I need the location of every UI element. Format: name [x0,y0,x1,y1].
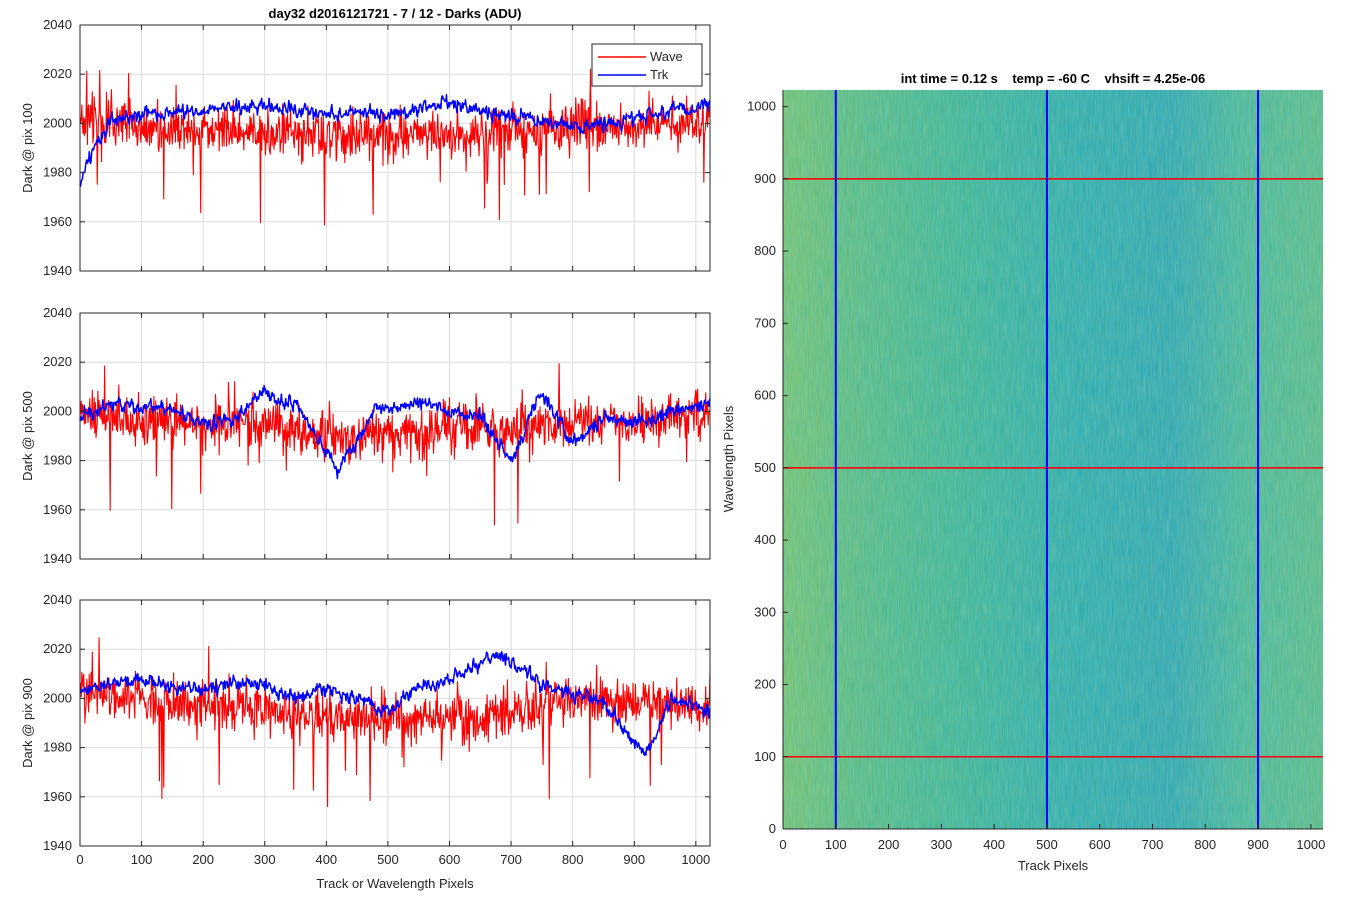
x-tick-label: 400 [983,837,1005,852]
x-tick-label: 600 [1089,837,1111,852]
series-wave-line [79,68,711,226]
y-tick-label: 600 [754,388,776,403]
y-tick-label: 1980 [43,165,72,180]
grid-lines [79,24,710,272]
y-tick-label: 1980 [43,740,72,755]
legend: Wave Trk [591,43,703,87]
tick-labels: 1940 1960 1980 2000 2020 2040 [43,17,710,278]
series-trk-line [79,384,711,480]
series-lines [79,68,711,226]
y-tick-label: 1940 [43,263,72,278]
x-tick-label: 600 [439,852,461,867]
series-lines [79,363,711,526]
x-tick-label: 0 [76,852,83,867]
chart-pix-100: 1940 1960 1980 2000 2020 2040 day32 d20161217… [20,6,711,278]
x-tick-label: 500 [1036,837,1058,852]
y-tick-label: 700 [754,315,776,330]
series-wave-line [79,363,711,526]
y-tick-label: 2000 [43,115,72,130]
x-axis-label: Track Pixels [1018,858,1089,873]
x-tick-label: 900 [1247,837,1269,852]
x-tick-label: 200 [192,852,214,867]
x-tick-label: 300 [931,837,953,852]
y-tick-label: 1980 [43,453,72,468]
y-tick-label: 400 [754,532,776,547]
y-tick-label: 900 [754,171,776,186]
series-lines [79,637,711,808]
y-tick-label: 1940 [43,838,72,853]
legend-trk-label: Trk [650,67,669,82]
series-trk-line [79,651,711,756]
heatmap-noise-light [783,90,1323,829]
series-trk-line [79,94,711,187]
axes-box [79,312,711,560]
y-tick-label: 200 [754,677,776,692]
y-tick-label: 2020 [43,641,72,656]
tick-labels: 1940 1960 1980 2000 2020 2040 [43,305,710,566]
heatmap-chart: int time = 0.12 s temp = -60 C vhsift = … [721,71,1325,873]
y-tick-label: 300 [754,604,776,619]
x-tick-label: 700 [500,852,522,867]
y-tick-label: 100 [754,749,776,764]
legend-box [591,43,703,87]
x-axis-label: Track or Wavelength Pixels [316,876,474,891]
y-tick-label: 1960 [43,789,72,804]
y-tick-label: 1000 [747,99,776,114]
y-tick-label: 1940 [43,551,72,566]
heatmap-axes: 0 100 200 300 400 500 600 700 800 900 1000 0 100 200 3… [747,90,1325,852]
y-tick-label: 1960 [43,502,72,517]
chart-pix-900: 0 100 200 300 400 500 600 700 800 900 1000 1940 1960… [20,592,711,891]
y-tick-label: 0 [769,821,776,836]
x-tick-label: 300 [254,852,276,867]
axes-box [79,24,711,272]
legend-wave-label: Wave [650,49,683,64]
x-tick-label: 200 [878,837,900,852]
marker-lines [783,90,1323,829]
y-axis-label: Dark @ pix 900 [20,678,35,768]
x-tick-label: 700 [1142,837,1164,852]
y-axis-label: Dark @ pix 500 [20,391,35,481]
x-tick-label: 900 [623,852,645,867]
x-tick-label: 0 [779,837,786,852]
x-tick-label: 500 [377,852,399,867]
y-tick-label: 1960 [43,214,72,229]
y-tick-label: 2040 [43,592,72,607]
tick-labels: 0 100 200 300 400 500 600 700 800 900 1000 1940 1960… [43,592,710,867]
y-tick-label: 2040 [43,17,72,32]
x-tick-label: 1000 [1296,837,1325,852]
chart-title: day32 d2016121721 - 7 / 12 - Darks (ADU) [269,6,522,21]
x-tick-label: 1000 [681,852,710,867]
axes-box [79,599,711,847]
y-tick-label: 2020 [43,354,72,369]
x-tick-label: 400 [315,852,337,867]
chart-pix-500: 1940 1960 1980 2000 2020 2040 Dark @ pix 500 [20,305,711,566]
y-axis-label: Dark @ pix 100 [20,103,35,193]
y-tick-label: 2040 [43,305,72,320]
plot-area [80,600,710,846]
y-tick-label: 500 [754,460,776,475]
x-tick-label: 100 [825,837,847,852]
heatmap-title: int time = 0.12 s temp = -60 C vhsift = … [901,71,1206,86]
y-tick-label: 2000 [43,690,72,705]
x-tick-label: 100 [131,852,153,867]
y-axis-label: Wavelength Pixels [721,405,736,512]
x-tick-label: 800 [562,852,584,867]
y-tick-label: 800 [754,243,776,258]
x-tick-label: 800 [1194,837,1216,852]
y-tick-label: 2000 [43,403,72,418]
y-tick-label: 2020 [43,66,72,81]
